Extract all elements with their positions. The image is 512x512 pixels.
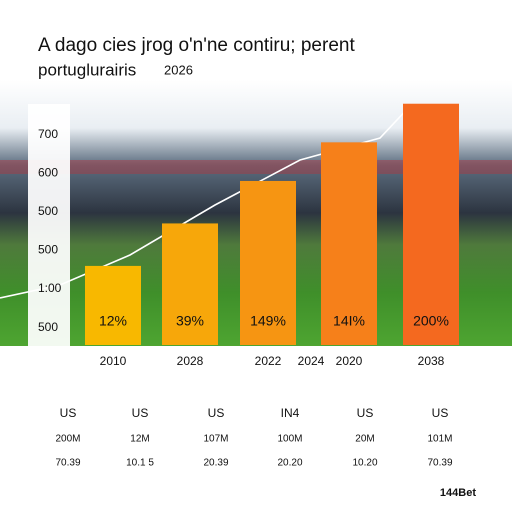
bar-label: 149% <box>250 313 286 329</box>
bar-label: 200% <box>413 313 449 329</box>
x-tick-label: 2022 <box>255 354 282 368</box>
bar-label: 14I% <box>333 313 365 329</box>
axis-panel <box>28 104 70 346</box>
table-cell: US <box>357 406 374 420</box>
table-cell: US <box>132 406 149 420</box>
y-tick-label: 600 <box>38 165 58 179</box>
trend-line <box>0 103 413 299</box>
bar <box>321 142 377 345</box>
table-cell: 100M <box>277 434 302 445</box>
bar <box>85 265 141 345</box>
table-cell: IN4 <box>281 406 300 420</box>
chart-title: A dago cies jrog o'n'ne contiru; perent <box>38 35 355 56</box>
x-tick-label: 2020 <box>336 354 363 368</box>
table-cell: 107M <box>203 434 228 445</box>
bar-label: 12% <box>99 313 127 329</box>
y-tick-label: 500 <box>38 204 58 218</box>
chart-subtitle: portuglurairis <box>38 60 136 79</box>
table-cell: US <box>432 406 449 420</box>
watermark: 144Bet <box>440 487 476 499</box>
x-tick-label: 2038 <box>418 354 445 368</box>
table-cell: 70.39 <box>55 458 80 469</box>
table-cell: 20.39 <box>203 458 228 469</box>
x-extra-label: 2024 <box>298 354 325 368</box>
table-cell: 200M <box>55 434 80 445</box>
table-cell: US <box>60 406 77 420</box>
year-label: 2026 <box>164 62 193 77</box>
y-tick-label: 500 <box>38 320 58 334</box>
table-cell: 12M <box>130 434 149 445</box>
table-cell: US <box>208 406 225 420</box>
bar <box>403 103 459 345</box>
y-tick-label: 700 <box>38 127 58 141</box>
table-cell: 20.20 <box>277 458 302 469</box>
y-tick-label: 1:00 <box>38 281 62 295</box>
bar <box>162 223 218 345</box>
table-cell: 10.20 <box>352 458 377 469</box>
y-tick-label: 500 <box>38 243 58 257</box>
bar <box>240 180 296 345</box>
plot: 500 1:00 500 500 600 700 12% 2010 39% 2028 149% 202… <box>38 103 459 469</box>
table-cell: 10.1 5 <box>126 458 154 469</box>
table-cell: 20M <box>355 434 374 445</box>
bar-label: 39% <box>176 313 204 329</box>
x-tick-label: 2010 <box>100 354 127 368</box>
table-cell: 101M <box>427 434 452 445</box>
table-cell: 70.39 <box>427 458 452 469</box>
stand-stripe <box>0 160 512 174</box>
x-tick-label: 2028 <box>177 354 204 368</box>
